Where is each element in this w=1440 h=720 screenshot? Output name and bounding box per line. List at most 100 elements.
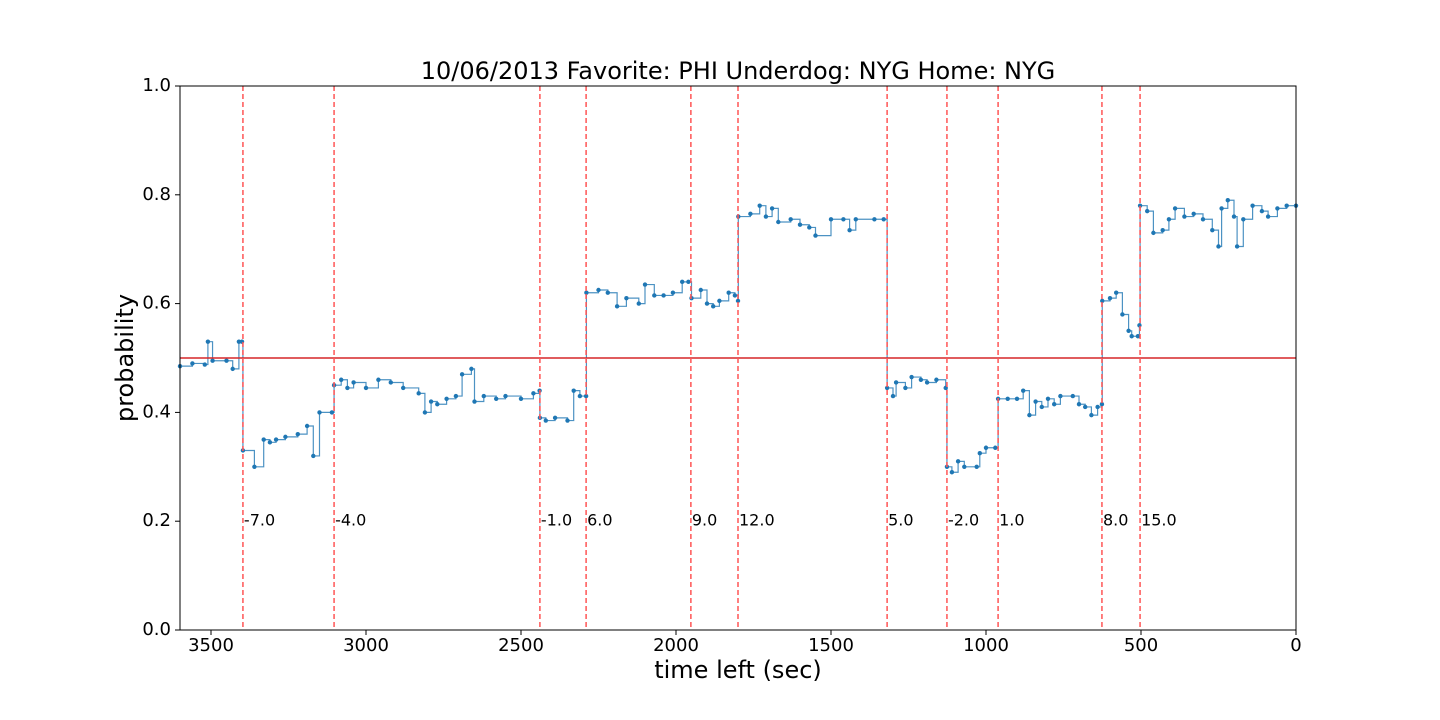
event-label: 9.0	[692, 511, 717, 530]
data-point	[1265, 214, 1271, 219]
data-point	[977, 451, 982, 456]
event-label: -4.0	[335, 511, 366, 530]
data-point	[494, 396, 499, 401]
data-point	[828, 217, 834, 222]
data-point	[416, 391, 421, 396]
data-point	[797, 222, 803, 227]
x-tick-label: 1000	[963, 635, 1009, 656]
plot-frame	[179, 85, 1297, 631]
event-label: 8.0	[1103, 511, 1128, 530]
data-point	[614, 304, 620, 309]
event-label: 12.0	[739, 511, 775, 530]
data-point	[893, 380, 899, 385]
data-point	[1033, 399, 1038, 404]
data-point	[435, 402, 440, 407]
data-point	[459, 372, 465, 377]
data-point	[955, 459, 961, 464]
data-point	[317, 410, 322, 415]
data-point	[1076, 402, 1082, 407]
data-point	[962, 464, 967, 469]
data-point	[1107, 295, 1113, 301]
event-label: 1.0	[999, 511, 1024, 530]
data-point	[711, 304, 716, 309]
y-tick-label: 0.8	[142, 184, 171, 205]
data-point	[571, 388, 576, 393]
data-point	[1129, 334, 1134, 339]
data-point	[903, 385, 908, 391]
data-point	[584, 290, 589, 295]
data-point	[918, 377, 924, 382]
data-point	[283, 434, 288, 440]
y-tick-label: 0.0	[142, 619, 171, 640]
data-point	[642, 282, 648, 287]
data-point	[769, 206, 775, 211]
data-point	[1166, 217, 1172, 222]
data-point	[1014, 396, 1020, 401]
data-point	[503, 393, 508, 399]
data-point	[1039, 404, 1045, 410]
x-axis-label: time left (sec)	[654, 656, 822, 684]
data-point	[1045, 396, 1051, 401]
data-point	[1275, 206, 1280, 211]
data-point	[345, 385, 350, 391]
data-point	[444, 396, 449, 401]
x-tick-label: 3500	[188, 635, 234, 656]
data-point	[428, 399, 434, 404]
data-point	[1100, 298, 1105, 304]
data-point	[1137, 203, 1143, 208]
data-point	[1241, 217, 1246, 222]
data-point	[1234, 244, 1240, 249]
data-point	[717, 298, 722, 304]
data-point	[267, 440, 273, 445]
data-point	[624, 295, 629, 301]
data-point	[329, 410, 335, 415]
data-point	[543, 418, 548, 423]
data-point	[1231, 214, 1237, 219]
data-point	[1151, 230, 1156, 236]
data-point	[1191, 211, 1196, 217]
data-point	[1182, 214, 1187, 219]
event-label: -2.0	[948, 511, 979, 530]
data-point	[1005, 396, 1010, 401]
data-point	[763, 214, 769, 219]
data-point	[680, 279, 685, 285]
data-point	[202, 362, 207, 367]
data-point	[363, 385, 369, 391]
data-point	[1120, 312, 1125, 317]
data-point	[1126, 328, 1131, 333]
event-label: 5.0	[888, 511, 913, 530]
data-point	[884, 385, 890, 391]
data-point	[252, 464, 257, 469]
data-point	[210, 358, 215, 363]
y-tick-label: 1.0	[142, 75, 171, 96]
x-tick-label: 2500	[498, 635, 544, 656]
data-point	[565, 418, 570, 423]
event-label: 15.0	[1141, 511, 1177, 530]
data-point	[974, 464, 979, 469]
data-point	[670, 290, 676, 295]
y-tick-label: 0.4	[142, 401, 171, 422]
data-point	[190, 361, 195, 366]
data-point	[1200, 217, 1206, 222]
data-point	[704, 301, 710, 306]
data-point	[230, 366, 235, 372]
data-point	[224, 358, 229, 363]
data-point	[732, 293, 738, 298]
data-point	[472, 399, 477, 404]
data-point	[993, 445, 998, 450]
data-point	[1021, 388, 1026, 393]
data-point	[469, 366, 474, 372]
data-point	[583, 393, 589, 399]
data-point	[847, 227, 852, 233]
data-point	[890, 393, 896, 399]
data-point	[1172, 206, 1178, 211]
data-point	[1225, 198, 1231, 203]
chart-title: 10/06/2013 Favorite: PHI Underdog: NYG H…	[421, 57, 1056, 85]
data-point	[726, 290, 731, 295]
data-point	[1114, 290, 1119, 295]
data-point	[376, 377, 381, 382]
data-point	[1219, 206, 1224, 211]
data-point	[1145, 208, 1150, 214]
